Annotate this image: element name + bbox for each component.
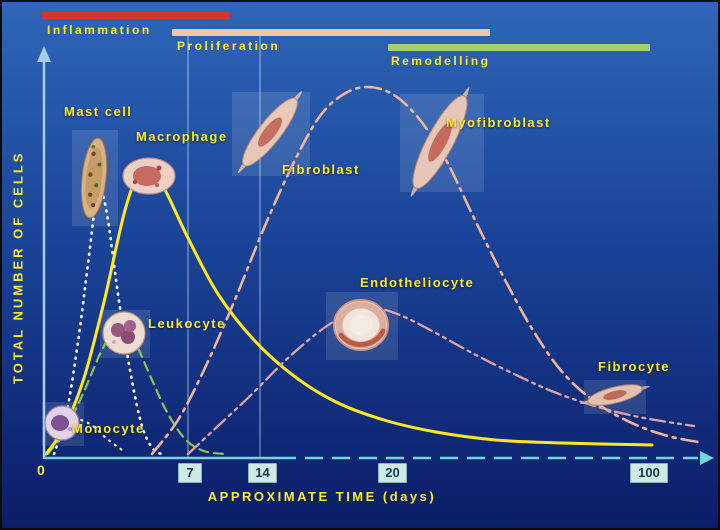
fibrocyte-label: Fibrocyte bbox=[598, 359, 671, 374]
curve-mast-cell bbox=[52, 187, 167, 456]
x-tick-100: 100 bbox=[630, 463, 668, 483]
x-tick-0: 0 bbox=[37, 462, 45, 478]
remodelling-phase-bar bbox=[388, 44, 650, 51]
proliferation-phase-bar bbox=[172, 29, 490, 36]
y-axis-label: TOTAL NUMBER OF CELLS bbox=[10, 150, 26, 384]
inflammation-phase-bar bbox=[42, 12, 230, 19]
fibrocyte-image bbox=[580, 384, 650, 406]
x-tick-14: 14 bbox=[248, 463, 277, 483]
curve-macrophage bbox=[44, 166, 654, 456]
x-axis-arrow-icon bbox=[700, 451, 714, 465]
x-axis bbox=[44, 451, 714, 465]
endotheliocyte-label: Endotheliocyte bbox=[360, 275, 475, 290]
fibroblast-label: Fibroblast bbox=[282, 162, 360, 177]
myofibroblast-label: Myofibroblast bbox=[446, 115, 551, 130]
leukocyte-label: Leukocyte bbox=[148, 316, 226, 331]
macrophage-image bbox=[122, 157, 176, 195]
x-tick-7: 7 bbox=[178, 463, 202, 483]
monocyte-label: Monocyte bbox=[72, 421, 145, 436]
fibroblast-image bbox=[237, 90, 303, 174]
macrophage-label: Macrophage bbox=[136, 129, 228, 144]
y-axis-arrow-icon bbox=[37, 46, 51, 62]
monocyte-image bbox=[44, 405, 80, 441]
endotheliocyte-image bbox=[333, 299, 389, 351]
mast-cell-image bbox=[80, 137, 108, 219]
y-axis bbox=[37, 46, 51, 459]
x-axis-label: APPROXIMATE TIME (days) bbox=[207, 489, 437, 504]
inflammation-phase-label: Inflammation bbox=[47, 23, 152, 37]
mast-cell-label: Mast cell bbox=[64, 104, 133, 119]
curve-monocyte bbox=[46, 418, 124, 454]
remodelling-phase-label: Remodelling bbox=[391, 54, 491, 68]
myofibroblast-image bbox=[410, 87, 470, 197]
proliferation-phase-label: Proliferation bbox=[177, 39, 281, 53]
leukocyte-image bbox=[102, 311, 146, 355]
curve-leukocyte bbox=[46, 323, 226, 456]
x-tick-20: 20 bbox=[378, 463, 407, 483]
gridlines bbox=[187, 36, 261, 458]
